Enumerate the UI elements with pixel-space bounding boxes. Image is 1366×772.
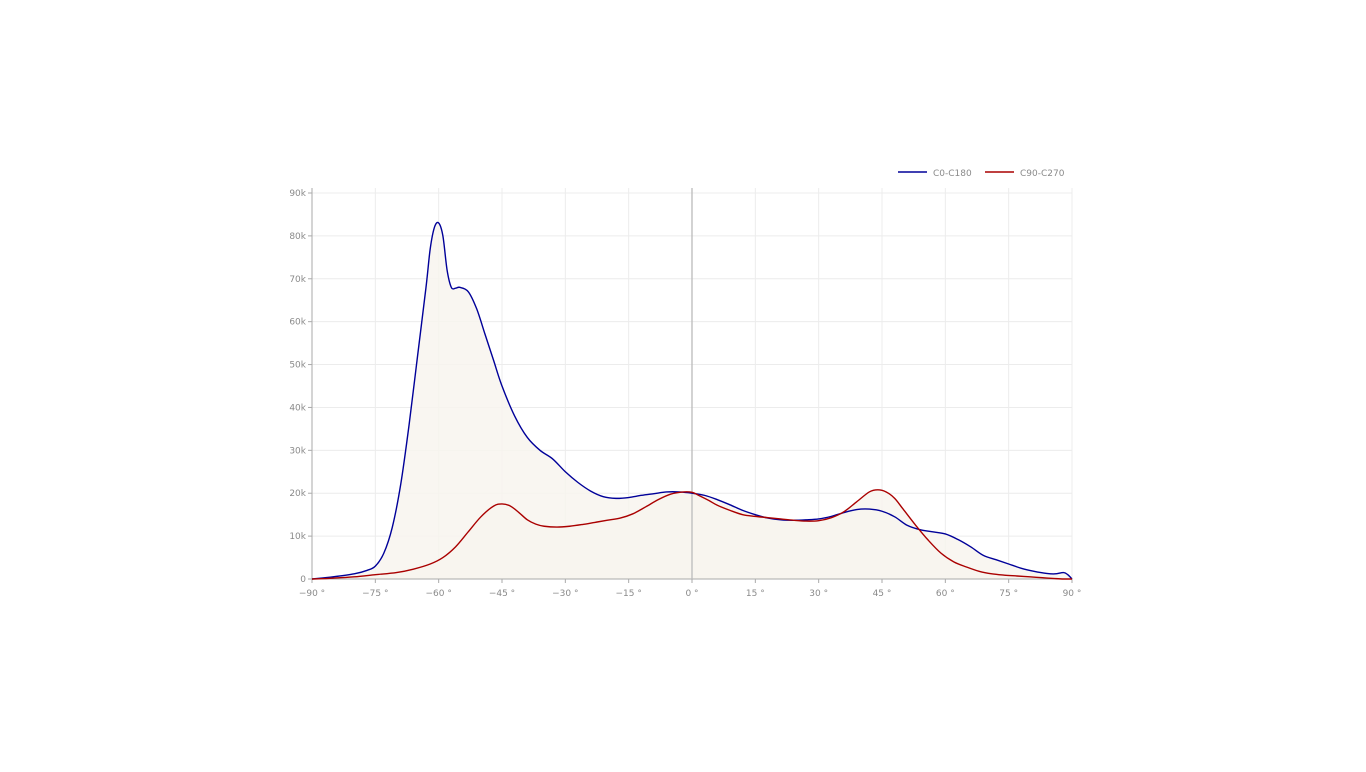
- y-tick-label: 40k: [289, 403, 306, 413]
- x-tick-label: 15 °: [746, 589, 765, 599]
- x-tick-label: −45 °: [489, 589, 515, 599]
- x-tick-label: −30 °: [552, 589, 578, 599]
- x-tick-label: −15 °: [615, 589, 641, 599]
- x-tick-label: −90 °: [299, 589, 325, 599]
- x-tick-label: −60 °: [425, 589, 451, 599]
- x-tick-label: 90 °: [1063, 589, 1082, 599]
- y-tick-label: 80k: [289, 232, 306, 242]
- x-tick-label: 30 °: [809, 589, 828, 599]
- axes: [308, 188, 1073, 583]
- y-tick-label: 50k: [289, 361, 306, 371]
- y-tick-label: 10k: [289, 532, 306, 542]
- series-fill-0: [312, 222, 1072, 579]
- x-tick-label: 75 °: [999, 589, 1018, 599]
- y-tick-label: 90k: [289, 189, 306, 199]
- y-tick-label: 0: [300, 575, 306, 585]
- legend: C0-C180 C90-C270: [898, 169, 1065, 179]
- series-line-1: [311, 489, 1072, 580]
- y-tick-label: 30k: [289, 446, 306, 456]
- x-tick-label: 0 °: [685, 589, 698, 599]
- x-tick-label: 45 °: [873, 589, 892, 599]
- x-tick-label: 60 °: [936, 589, 955, 599]
- series-lines: [311, 221, 1073, 580]
- legend-label: C90-C270: [1020, 169, 1065, 179]
- y-tick-label: 70k: [289, 275, 306, 285]
- series-line-0: [311, 221, 1073, 580]
- y-tick-label: 20k: [289, 489, 306, 499]
- y-tick-label: 60k: [289, 318, 306, 328]
- legend-label: C0-C180: [933, 169, 972, 179]
- tick-labels: 0 10k 20k 30k 40k 50k 60k 70k 80k 90k −90 ° −75 ° −6…: [289, 189, 1081, 599]
- x-tick-label: −75 °: [362, 589, 388, 599]
